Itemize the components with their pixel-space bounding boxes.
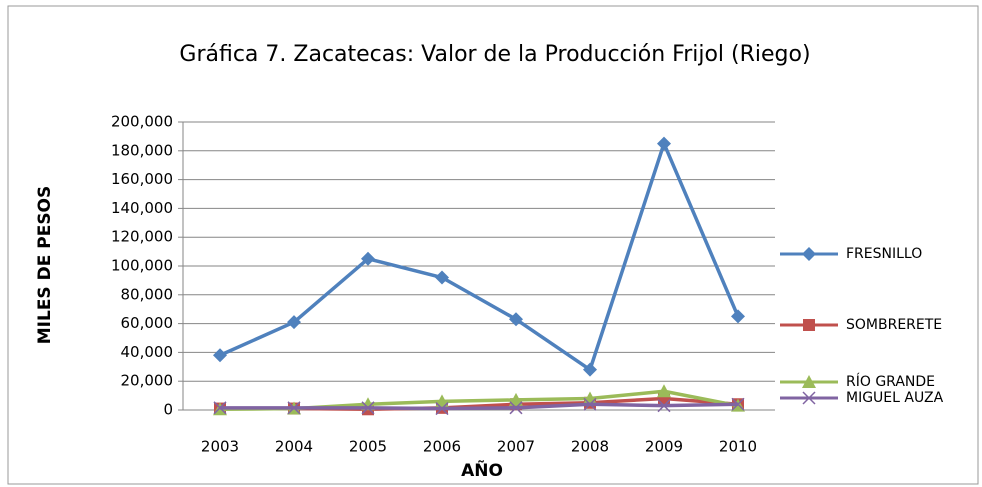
x-tick-label: 2005: [349, 438, 387, 456]
y-tick-label: 20,000: [121, 372, 174, 390]
y-tick-label: 140,000: [111, 199, 173, 217]
x-tick-label: 2003: [201, 438, 239, 456]
legend-label: SOMBRERETE: [846, 317, 942, 333]
y-tick-label: 40,000: [121, 343, 174, 361]
data-point: [361, 401, 375, 415]
chart-title: Gráfica 7. Zacatecas: Valor de la Produc…: [179, 42, 810, 67]
data-point: [435, 402, 449, 416]
chart-border: [7, 5, 979, 485]
legend-label: RÍO GRANDE: [846, 373, 935, 390]
data-point: [361, 251, 375, 266]
data-point: [509, 392, 523, 406]
x-tick-label: 2006: [423, 438, 461, 456]
data-point: [731, 309, 745, 324]
data-point: [287, 401, 301, 415]
legend-marker: [802, 375, 816, 388]
data-point: [657, 384, 671, 398]
x-tick-label: 2008: [571, 438, 609, 456]
data-point: [731, 397, 745, 411]
data-point: [213, 348, 227, 363]
x-tick-label: 2009: [645, 438, 683, 456]
data-point: [509, 401, 523, 415]
data-point: [583, 362, 597, 377]
y-tick-label: 60,000: [121, 314, 174, 332]
series-line: [219, 141, 740, 372]
y-tick-label: 180,000: [111, 141, 173, 159]
legend-label: MIGUEL AUZA: [846, 390, 944, 406]
x-tick-label: 2004: [275, 438, 313, 456]
y-tick-label: 80,000: [121, 285, 174, 303]
y-tick-label: 100,000: [111, 257, 173, 275]
x-axis-label: AÑO: [461, 458, 503, 481]
legend-label: FRESNILLO: [846, 246, 922, 262]
y-tick-label: 200,000: [111, 113, 173, 131]
legend-marker: [802, 391, 816, 405]
data-point: [657, 399, 671, 413]
y-axis-label: MILES DE PESOS: [35, 186, 55, 345]
data-point: [583, 397, 597, 411]
data-point: [287, 315, 301, 330]
y-tick-label: 160,000: [111, 170, 173, 188]
legend-marker: [802, 247, 816, 261]
data-point: [509, 312, 523, 327]
legend-marker: [803, 319, 815, 331]
x-tick-label: 2010: [719, 438, 757, 456]
y-tick-label: 120,000: [111, 228, 173, 246]
data-point: [657, 136, 671, 151]
series-line: [220, 402, 739, 411]
data-point: [435, 270, 449, 285]
x-tick-label: 2007: [497, 438, 535, 456]
y-tick-label: 0: [163, 401, 173, 419]
data-point: [213, 401, 227, 415]
